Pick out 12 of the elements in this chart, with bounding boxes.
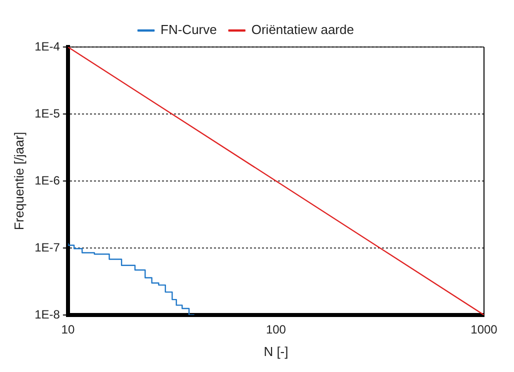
x-axis-title: N [-] <box>264 344 288 359</box>
y-tick-label: 1E-4 <box>34 39 60 54</box>
y-tick-label: 1E-5 <box>34 106 60 120</box>
x-tick-label: 10 <box>61 322 75 337</box>
x-tick-label: 1000 <box>470 322 498 337</box>
x-tick-label: 100 <box>266 322 286 337</box>
y-tick-label: 1E-7 <box>34 240 60 254</box>
legend-label: Oriëntatiew aarde <box>251 22 354 38</box>
y-tick-label: 1E-8 <box>34 307 60 322</box>
legend-label: FN-Curve <box>160 22 217 38</box>
y-tick-label: 1E-6 <box>34 173 60 188</box>
y-axis-title: Frequentie [/jaar] <box>11 132 26 230</box>
